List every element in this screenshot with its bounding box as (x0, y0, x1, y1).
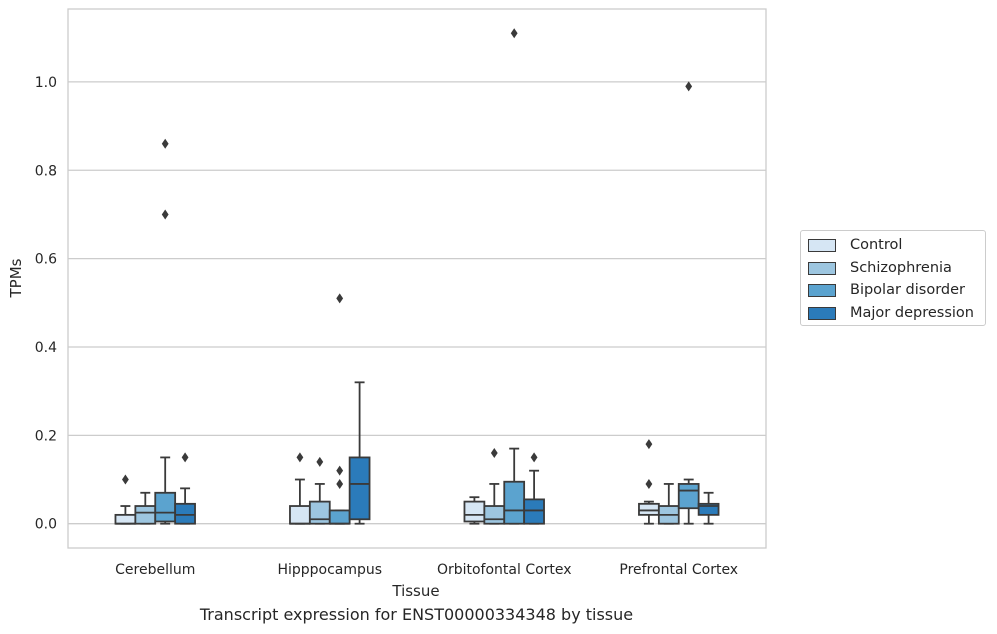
box-hipppocampus-bipolar-disorder-outlier-0 (336, 478, 344, 489)
box-cerebellum-major-depression-iqr (174, 502, 196, 525)
box-orbitofontal-cortex-schizophrenia-iqr (483, 505, 506, 525)
box-prefrontal-cortex-major-depression-iqr (697, 502, 720, 516)
y-tick-label-2: 0.4 (35, 340, 57, 356)
box-plot-marks (114, 28, 720, 525)
legend-label-schizophrenia: Schizophrenia (850, 260, 952, 276)
y-tick-label-4: 0.8 (35, 163, 57, 179)
box-cerebellum-bipolar-disorder-outlier-0 (161, 209, 169, 220)
y-tick-label-0: 0.0 (35, 517, 57, 533)
box-hipppocampus-major-depression (348, 381, 371, 525)
legend-label-control: Control (850, 237, 903, 253)
box-cerebellum-control-iqr (114, 513, 137, 525)
y-tick-labels: 0.0 0.2 0.4 0.6 0.8 1.0 (35, 75, 57, 533)
y-axis-label: TPMs (7, 258, 25, 298)
legend-item-schizophrenia: Schizophrenia (808, 258, 952, 278)
box-hipppocampus-bipolar-disorder (328, 293, 351, 525)
box-orbitofontal-cortex-schizophrenia (483, 448, 506, 525)
legend-label-bipolar-disorder: Bipolar disorder (850, 282, 965, 298)
box-prefrontal-cortex-control-outlier-1 (645, 439, 653, 450)
x-tick-labels: Cerebellum Hipppocampus Orbitofontal Corte… (115, 562, 738, 578)
box-orbitofontal-cortex-major-depression (523, 452, 545, 525)
y-tick-label-3: 0.6 (35, 252, 57, 268)
box-prefrontal-cortex-control (638, 439, 660, 525)
y-gridlines (68, 81, 766, 525)
legend-item-control: Control (808, 235, 902, 255)
box-prefrontal-cortex-control-outlier-0 (645, 478, 653, 489)
y-tick-label-1: 0.2 (35, 428, 57, 444)
box-prefrontal-cortex-major-depression (697, 491, 720, 525)
box-hipppocampus-bipolar-disorder-outlier-1 (336, 465, 344, 476)
legend: Control Schizophrenia Bipolar disorder M… (800, 230, 986, 326)
box-cerebellum-bipolar-disorder (154, 138, 177, 525)
box-orbitofontal-cortex-bipolar-disorder (503, 28, 526, 525)
box-hipppocampus-bipolar-disorder-outlier-2 (336, 293, 344, 304)
x-axis-label: Tissue (391, 582, 439, 600)
x-tick-label-prefrontal-cortex: Prefrontal Cortex (619, 562, 738, 578)
y-tick-label-5: 1.0 (35, 75, 57, 91)
box-prefrontal-cortex-schizophrenia (657, 483, 680, 525)
legend-swatch-schizophrenia (808, 261, 836, 275)
box-hipppocampus-control-outlier-0 (296, 452, 304, 463)
x-tick-label-hipppocampus: Hipppocampus (277, 562, 382, 578)
legend-swatch-control (808, 238, 836, 252)
x-tick-label-orbitofontal-cortex: Orbitofontal Cortex (437, 562, 572, 578)
plot-frame (67, 8, 767, 549)
x-tick-label-cerebellum: Cerebellum (115, 562, 195, 578)
legend-item-bipolar-disorder: Bipolar disorder (808, 280, 965, 300)
box-prefrontal-cortex-bipolar-disorder-iqr (677, 483, 700, 510)
box-cerebellum-major-depression-outlier-0 (181, 452, 189, 463)
box-orbitofontal-cortex-control (463, 496, 486, 525)
legend-label-major-depression: Major depression (850, 305, 974, 321)
box-prefrontal-cortex-bipolar-disorder-outlier-0 (685, 81, 693, 92)
box-cerebellum-control (114, 474, 137, 525)
box-cerebellum-schizophrenia-iqr (134, 505, 157, 525)
box-orbitofontal-cortex-schizophrenia-outlier-0 (490, 448, 498, 459)
box-hipppocampus-major-depression-iqr (348, 456, 371, 521)
box-cerebellum-bipolar-disorder-iqr (154, 491, 177, 523)
box-prefrontal-cortex-bipolar-disorder (677, 81, 700, 525)
legend-swatch-major-depression (808, 306, 836, 320)
box-orbitofontal-cortex-major-depression-outlier-0 (530, 452, 538, 463)
box-cerebellum-bipolar-disorder-outlier-1 (161, 138, 169, 149)
figure-caption: Transcript expression for ENST0000033434… (199, 605, 634, 624)
box-orbitofontal-cortex-bipolar-disorder-outlier-0 (510, 28, 518, 39)
box-hipppocampus-control (289, 452, 311, 525)
box-orbitofontal-cortex-bipolar-disorder-iqr (503, 480, 526, 525)
box-hipppocampus-control-iqr (289, 505, 311, 525)
box-hipppocampus-schizophrenia (308, 456, 331, 525)
box-hipppocampus-schizophrenia-outlier-0 (316, 456, 324, 467)
box-prefrontal-cortex-control-iqr (638, 502, 660, 516)
box-cerebellum-major-depression (174, 452, 196, 525)
box-hipppocampus-bipolar-disorder-iqr (328, 509, 351, 525)
legend-item-major-depression: Major depression (808, 303, 974, 323)
box-orbitofontal-cortex-control-iqr (463, 500, 486, 523)
box-cerebellum-control-outlier-0 (122, 474, 129, 485)
box-cerebellum-schizophrenia (134, 491, 157, 525)
box-hipppocampus-schizophrenia-iqr (308, 500, 331, 525)
box-orbitofontal-cortex-major-depression-iqr (523, 498, 545, 525)
legend-swatch-bipolar-disorder (808, 283, 836, 297)
